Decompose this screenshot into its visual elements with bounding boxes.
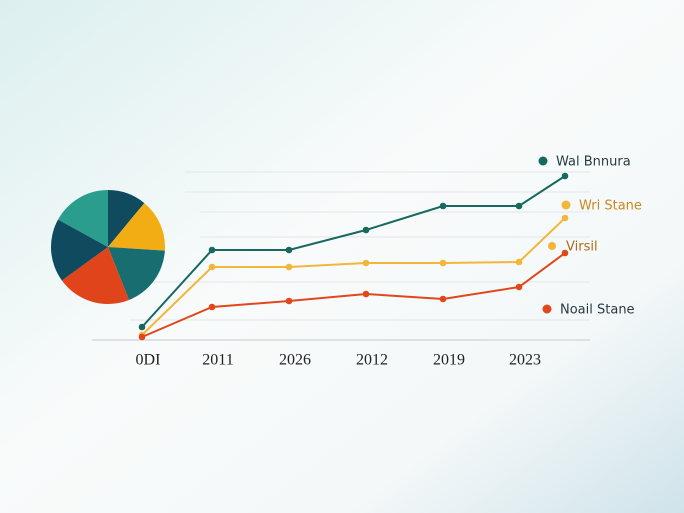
- point: [362, 226, 370, 234]
- pie-slice: [50, 219, 108, 281]
- legend-label: Wri Stane: [579, 199, 642, 214]
- point: [439, 259, 447, 267]
- x-tick-label: 2019: [433, 352, 465, 369]
- point: [515, 258, 523, 266]
- legend-label: Wal Bnnura: [556, 155, 631, 170]
- point: [362, 290, 370, 298]
- x-tick-label: 2026: [279, 352, 311, 369]
- point: [208, 263, 216, 271]
- point: [285, 263, 293, 271]
- point: [138, 323, 146, 331]
- annotation: Virsil: [566, 240, 598, 255]
- legend-label: Noail Stane: [560, 303, 635, 318]
- x-tick-label: 2011: [202, 352, 233, 369]
- point: [515, 202, 523, 210]
- pie-slice: [108, 247, 165, 300]
- point: [561, 172, 569, 180]
- point: [285, 246, 293, 254]
- point: [439, 202, 447, 210]
- point: [515, 283, 523, 291]
- point: [208, 303, 216, 311]
- pie-slice: [108, 203, 165, 251]
- point: [138, 333, 146, 341]
- point: [208, 246, 216, 254]
- legend-marker: [542, 304, 552, 314]
- x-tick-label: 0DI: [136, 352, 161, 369]
- x-tick-label: 2023: [509, 352, 541, 369]
- legend-marker: [561, 200, 571, 210]
- decor-grid: [130, 171, 590, 321]
- annotation-marker: [548, 242, 556, 250]
- pie-slice: [58, 189, 108, 247]
- point: [362, 259, 370, 267]
- point: [561, 214, 569, 222]
- pie-slice: [108, 190, 145, 247]
- x-tick-label: 2012: [356, 352, 388, 369]
- point: [285, 297, 293, 305]
- point: [561, 249, 569, 257]
- legend-marker: [538, 156, 548, 166]
- pie-slice: [61, 247, 129, 304]
- point: [439, 295, 447, 303]
